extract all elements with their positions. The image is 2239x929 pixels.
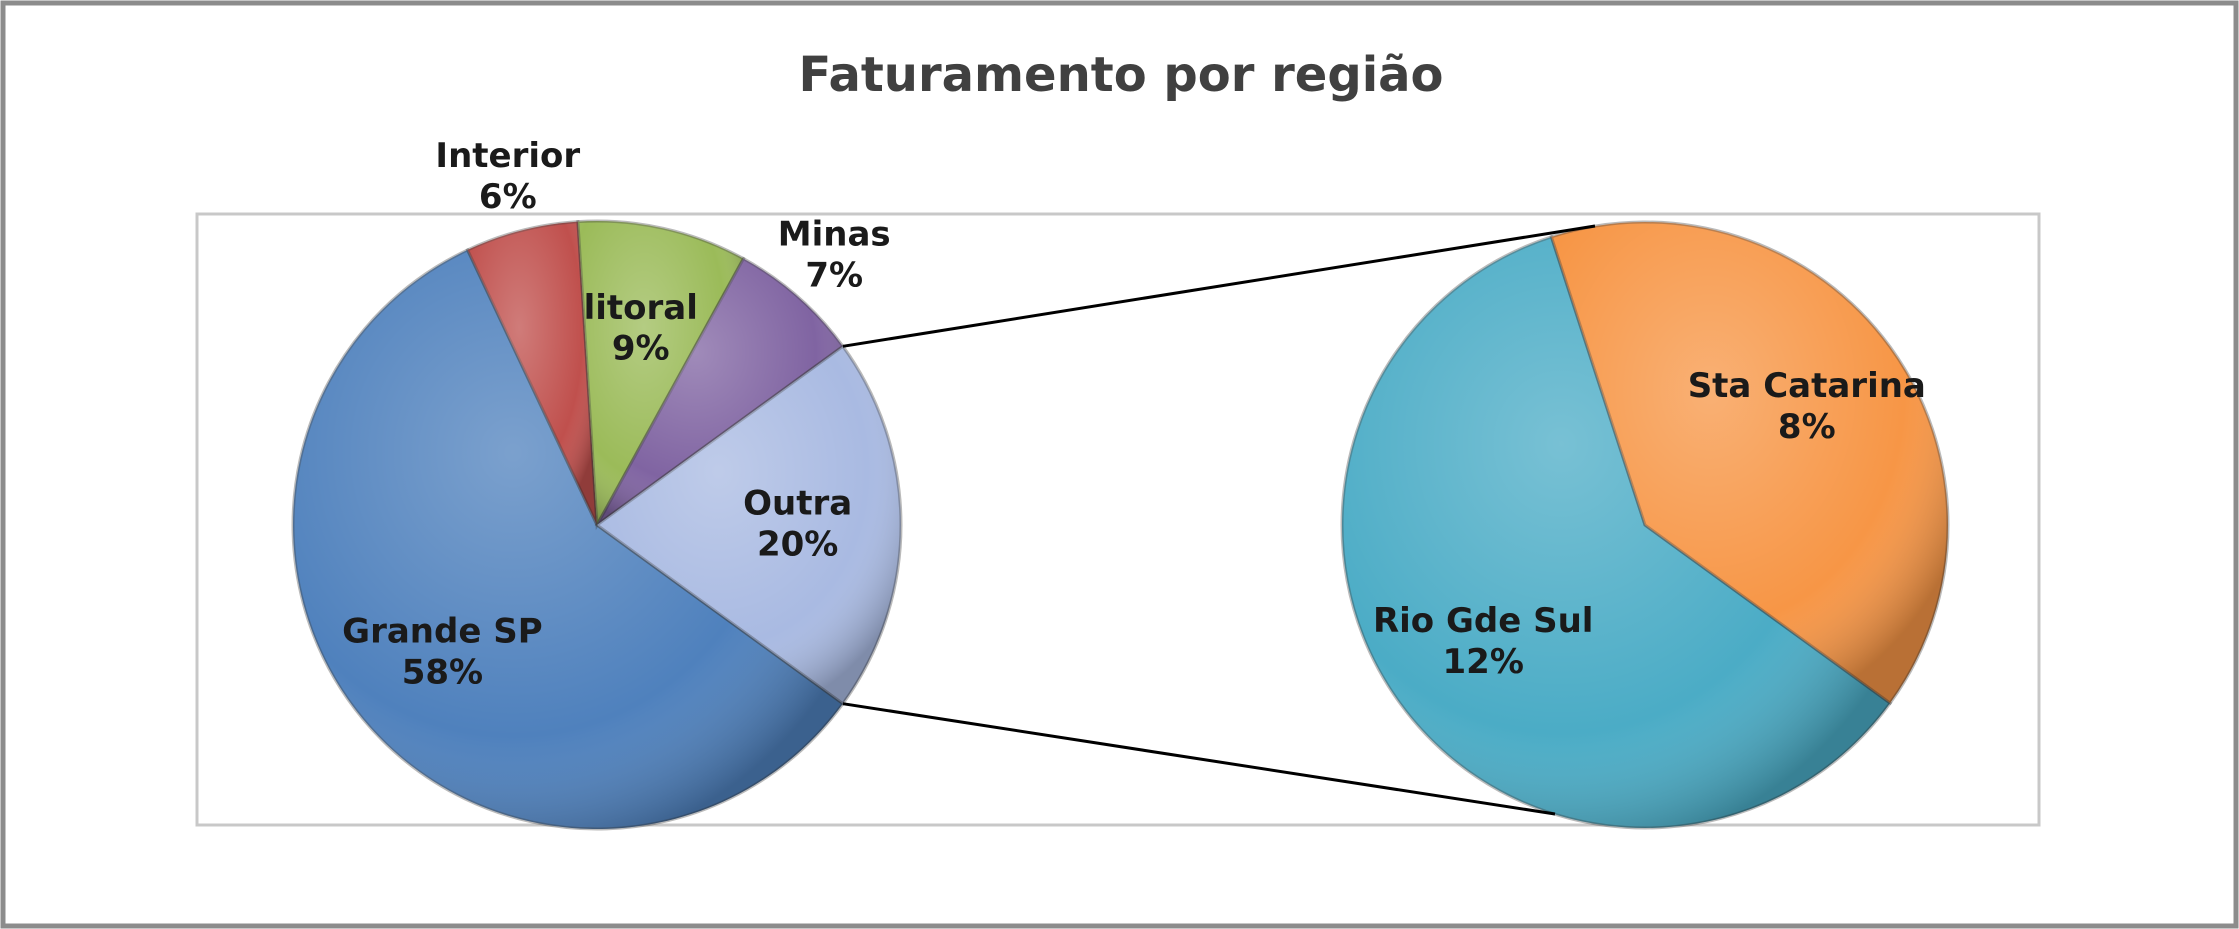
category-label: litoral xyxy=(584,287,698,327)
chart-title: Faturamento por região xyxy=(798,47,1443,103)
value-label: 9% xyxy=(612,328,670,368)
slice-shine xyxy=(597,258,843,525)
data-label: Sta Catarina 8% xyxy=(1688,366,1926,447)
value-label: 12% xyxy=(1443,641,1524,681)
data-label: Grande SP 58% xyxy=(342,611,542,692)
data-label: Outra 20% xyxy=(743,483,852,564)
data-label: Rio Gde Sul 12% xyxy=(1373,601,1594,682)
value-label: 20% xyxy=(757,524,838,564)
slice-shine xyxy=(1551,221,1949,704)
slice-shine xyxy=(467,221,597,526)
category-label: Rio Gde Sul xyxy=(1373,601,1594,641)
slice-shine xyxy=(293,249,843,830)
slice-shine xyxy=(1342,236,1891,828)
value-label: 7% xyxy=(805,255,863,295)
category-label: Interior xyxy=(435,136,580,176)
value-label: 6% xyxy=(479,176,537,216)
connector-line xyxy=(842,702,1556,816)
slice-shine xyxy=(597,346,901,704)
labels: Grande SP 58%Interior 6%litoral 9%Minas 7%Ou… xyxy=(342,136,1926,692)
slice-shine xyxy=(577,221,744,525)
category-label: Outra xyxy=(743,483,852,523)
data-label: Minas 7% xyxy=(778,214,891,295)
connector-line xyxy=(842,224,1596,348)
slices xyxy=(291,219,1950,831)
data-label: litoral 9% xyxy=(584,287,698,368)
value-label: 58% xyxy=(402,652,483,692)
category-label: Sta Catarina xyxy=(1688,366,1926,406)
data-label: Interior 6% xyxy=(435,136,580,217)
category-label: Grande SP xyxy=(342,611,542,651)
value-label: 8% xyxy=(1778,406,1836,446)
category-label: Minas xyxy=(778,214,891,254)
